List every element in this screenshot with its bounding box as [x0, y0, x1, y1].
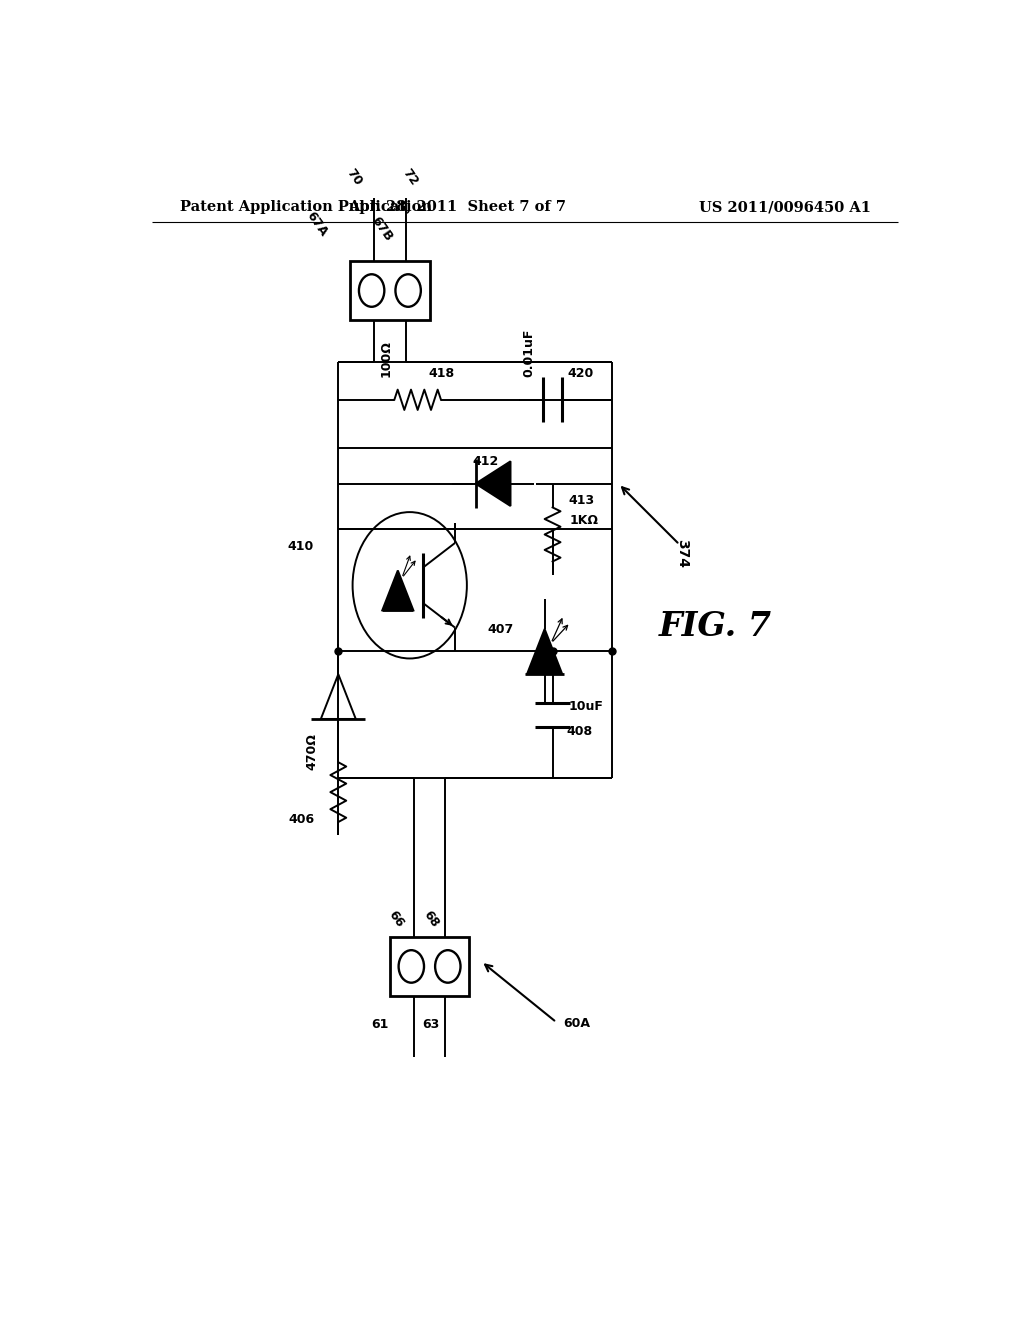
Text: Patent Application Publication: Patent Application Publication	[179, 201, 431, 214]
Circle shape	[398, 950, 424, 982]
Circle shape	[435, 950, 461, 982]
Text: US 2011/0096450 A1: US 2011/0096450 A1	[699, 201, 871, 214]
Bar	[390, 937, 469, 995]
Text: 407: 407	[487, 623, 514, 636]
Bar	[350, 261, 430, 319]
Text: 10uF: 10uF	[568, 700, 603, 713]
Polygon shape	[527, 630, 562, 673]
Text: 0.01uF: 0.01uF	[522, 329, 536, 378]
Text: 1KΩ: 1KΩ	[570, 515, 599, 527]
Text: 68: 68	[421, 908, 441, 929]
Text: 67B: 67B	[369, 214, 395, 244]
Text: 470Ω: 470Ω	[305, 733, 318, 770]
Text: 70: 70	[344, 166, 365, 187]
Circle shape	[395, 275, 421, 306]
Text: 100Ω: 100Ω	[380, 341, 392, 378]
Polygon shape	[475, 461, 511, 506]
Text: 413: 413	[568, 494, 595, 507]
Text: 410: 410	[287, 540, 313, 553]
Text: 60A: 60A	[563, 1018, 590, 1031]
Text: 72: 72	[399, 166, 420, 187]
Polygon shape	[382, 570, 414, 610]
Circle shape	[359, 275, 384, 306]
Text: Apr. 28, 2011  Sheet 7 of 7: Apr. 28, 2011 Sheet 7 of 7	[348, 201, 566, 214]
Text: FIG. 7: FIG. 7	[658, 610, 772, 643]
Text: 406: 406	[289, 813, 314, 825]
Text: 66: 66	[386, 908, 407, 929]
Text: 408: 408	[567, 725, 593, 738]
Text: 63: 63	[423, 1019, 439, 1031]
Text: 374: 374	[675, 539, 689, 568]
Text: 412: 412	[472, 455, 499, 469]
Text: 420: 420	[567, 367, 594, 380]
Text: 418: 418	[428, 367, 455, 380]
Text: 67A: 67A	[304, 209, 330, 239]
Text: 61: 61	[371, 1019, 388, 1031]
